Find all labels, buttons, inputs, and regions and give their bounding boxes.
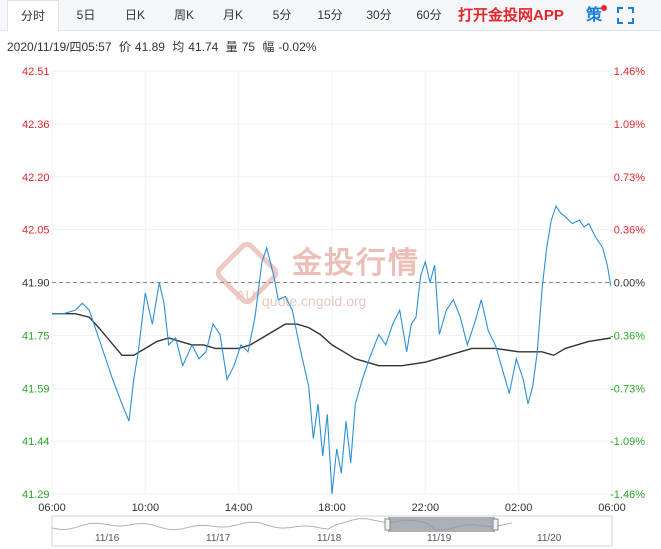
price-tick-label: 41.75	[22, 330, 50, 342]
tab-30-min[interactable]: 30分	[366, 8, 392, 22]
navigator-date-label: 11/16	[95, 533, 120, 544]
tab-5-min[interactable]: 5分	[272, 8, 292, 22]
volume-label: 量	[225, 40, 238, 54]
time-axis-labels: 06:00 10:00 14:00 18:00 22:00 02:00 06:00	[38, 502, 626, 514]
percent-tick-label: -1.46%	[610, 489, 645, 501]
price-tick-label: 42.51	[22, 66, 50, 78]
watermark-name: 金投行情	[291, 246, 420, 281]
open-app-link[interactable]: 打开金投网APP	[458, 7, 564, 24]
notification-dot	[601, 5, 607, 11]
navigator-left-handle[interactable]	[384, 518, 391, 531]
price-tick-label: 41.44	[22, 436, 50, 448]
tab-intraday[interactable]: 分时	[7, 0, 59, 32]
price-tick-label: 42.36	[22, 119, 50, 131]
average-value: 41.74	[188, 40, 219, 54]
tab-monthly-k[interactable]: 月K	[222, 8, 243, 22]
tab-weekly-k[interactable]: 周K	[173, 8, 194, 22]
time-tick-label: 10:00	[132, 502, 160, 514]
price-tick-label: 41.90	[22, 278, 50, 290]
price-tick-label: 42.20	[22, 172, 50, 184]
time-tick-label: 22:00	[412, 502, 440, 514]
percent-tick-label: 1.46%	[614, 66, 645, 78]
time-navigator: 11/16 11/17 11/18 11/19 11/20	[51, 515, 613, 547]
quote-info-bar: 2020/11/19/四05:57 价 41.89 均 41.74 量 75 幅 -0.…	[7, 38, 320, 55]
navigator-date-label: 11/20	[537, 533, 562, 544]
time-tick-label: 06:00	[598, 502, 626, 514]
tab-5-day[interactable]: 5日	[76, 8, 96, 22]
percent-tick-label: -1.09%	[610, 436, 645, 448]
navigator-date-label: 11/18	[317, 533, 342, 544]
average-label: 均	[172, 40, 185, 54]
percent-tick-label: 0.00%	[614, 278, 645, 290]
tab-daily-k[interactable]: 日K	[124, 8, 145, 22]
watermark-logo-text: AU	[236, 287, 255, 303]
change-value: -0.02%	[278, 40, 317, 54]
price-value: 41.89	[134, 40, 165, 54]
average-price-line	[52, 313, 611, 367]
percent-tick-label: 0.73%	[614, 172, 645, 184]
time-tick-label: 02:00	[505, 502, 533, 514]
navigator-date-label: 11/17	[206, 533, 231, 544]
price-axis-labels: 42.51 42.36 42.20 42.05 41.90 41.75 41.59 41.44…	[22, 66, 50, 501]
price-tick-label: 41.59	[22, 383, 50, 395]
volume-value: 75	[241, 40, 256, 54]
price-line	[52, 204, 612, 495]
percent-axis-labels: 1.46% 1.09% 0.73% 0.36% 0.00% -0.36% -0.73% -1.…	[610, 66, 645, 501]
navigator-track	[51, 515, 613, 547]
percent-tick-label: 0.36%	[614, 225, 645, 237]
percent-tick-label: -0.36%	[610, 330, 645, 342]
tab-15-min[interactable]: 15分	[317, 8, 343, 22]
change-label: 幅	[262, 40, 275, 54]
navigator-selection[interactable]	[388, 517, 495, 532]
quote-datetime: 2020/11/19/四05:57	[7, 40, 112, 54]
navigator-date-label: 11/19	[427, 533, 452, 544]
watermark: AU 金投行情 quote.cngold.org	[215, 241, 420, 309]
time-tick-label: 18:00	[318, 502, 346, 514]
time-tick-label: 06:00	[38, 502, 66, 514]
period-tab-bar: 分时 5日 日K 周K 月K 5分 15分 30分 60分 打开金投网APP 策	[0, 0, 661, 32]
navigator-right-handle[interactable]	[492, 518, 499, 531]
price-tick-label: 42.05	[22, 225, 50, 237]
watermark-logo-icon	[215, 241, 279, 305]
time-tick-label: 14:00	[225, 502, 253, 514]
tab-60-min[interactable]: 60分	[416, 8, 442, 22]
price-tick-label: 41.29	[22, 489, 50, 501]
fullscreen-icon[interactable]	[617, 7, 634, 24]
watermark-url: quote.cngold.org	[262, 293, 366, 309]
percent-tick-label: -0.73%	[610, 383, 645, 395]
price-label: 价	[118, 40, 131, 54]
strategy-button[interactable]: 策	[586, 7, 603, 24]
percent-tick-label: 1.09%	[614, 119, 645, 131]
